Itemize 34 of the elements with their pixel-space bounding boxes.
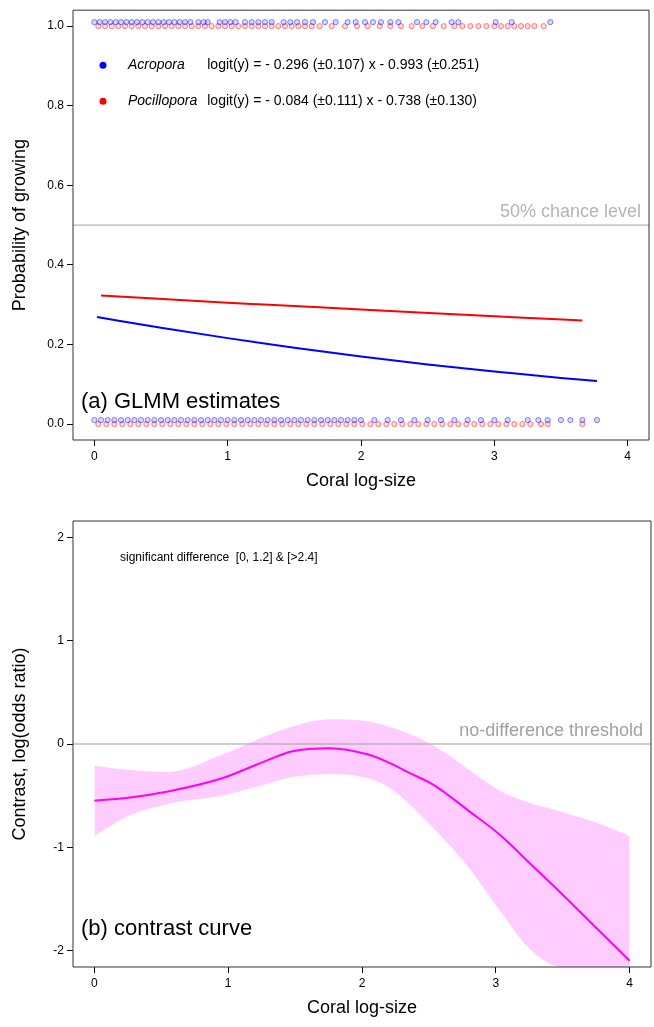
y-tick-label: 0	[57, 736, 65, 751]
x-axis-title: Coral log-size	[305, 470, 417, 491]
y-axis-title: Contrast, log(odds ratio)	[8, 647, 29, 841]
x-tick-label: 3	[490, 448, 498, 463]
y-tick-label: 2	[57, 529, 65, 544]
text: (a) GLMM estimates	[81, 388, 281, 413]
ref-line-label: no-difference threshold	[459, 720, 643, 740]
y-tick-label: 0.6	[47, 177, 65, 192]
ref-line-label: 50% chance level	[499, 201, 641, 222]
y-tick-label: -1	[53, 839, 65, 854]
y-tick-label: 0.0	[47, 416, 65, 431]
x-axis-title: Coral log-size	[306, 997, 418, 1018]
x-tick-label: 2	[358, 975, 366, 990]
x-tick-label: 4	[626, 975, 634, 990]
x-tick-label: 0	[91, 975, 99, 990]
y-tick-label: 0.4	[47, 257, 65, 272]
x-tick-label: 0	[90, 448, 98, 463]
annotation: logit(y) = - 0.084 (±0.111) x - 0.738 (±0.130)	[207, 92, 477, 109]
y-tick-label: 0.2	[47, 336, 65, 351]
x-tick-label: 1	[224, 975, 232, 990]
y-tick-label: 0.8	[47, 98, 65, 113]
x-tick-label: 4	[624, 448, 632, 463]
annotation: logit(y) = - 0.296 (±0.107) x - 0.993 (±0.251)	[207, 56, 480, 73]
legend-label: Pocillopora	[128, 92, 198, 109]
x-tick-label: 3	[492, 975, 500, 990]
y-tick-label: 1	[57, 633, 65, 648]
y-tick-label: -2	[53, 942, 65, 957]
text: (b) contrast curve	[81, 915, 253, 940]
annotation: significant difference [0, 1.2] & [>2.4]	[120, 550, 318, 565]
y-axis-title: Probability of growing	[8, 139, 29, 312]
legend-label: Acropora	[127, 56, 186, 73]
x-tick-label: 2	[357, 448, 365, 463]
x-tick-label: 1	[224, 448, 232, 463]
y-tick-label: 1.0	[47, 18, 65, 33]
